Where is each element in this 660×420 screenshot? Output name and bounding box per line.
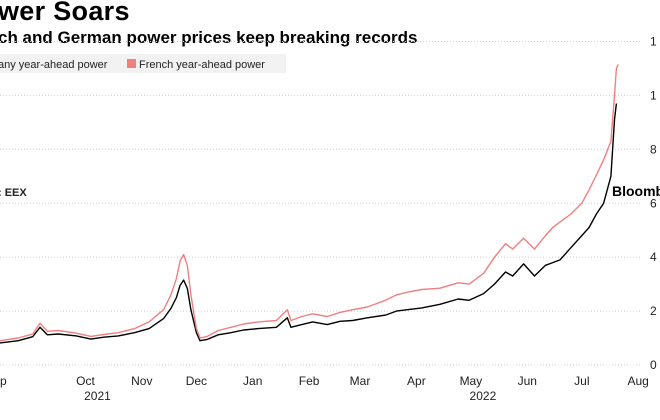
y-tick-label: 4 — [650, 250, 657, 264]
x-tick-label: p — [0, 374, 7, 388]
legend: any year-ahead power French year-ahead p… — [0, 54, 286, 73]
x-tick-label: Mar — [350, 374, 371, 388]
x-tick-label: Oct — [76, 374, 95, 388]
axis-tick-labels: 0 2 4 6 8 1 1 p Oct Nov Dec Jan Feb Mar Apr May Jun Jul Au… — [0, 35, 657, 403]
legend-label-german: any year-ahead power — [0, 59, 108, 71]
x-tick-label: Aug — [628, 374, 649, 388]
y-tick-label: 1 — [650, 35, 657, 49]
series-line-0 — [0, 103, 618, 344]
x-tick-label: Feb — [299, 374, 320, 388]
year-label: 2022 — [470, 389, 497, 403]
x-tick-label: May — [460, 374, 483, 388]
source-label: : EEX — [0, 187, 27, 199]
series-lines — [0, 64, 619, 344]
y-tick-label: 6 — [650, 196, 657, 210]
x-tick-label: Jun — [518, 374, 537, 388]
brand-logo-text: Bloomb — [612, 183, 660, 199]
x-tick-label: Apr — [407, 374, 426, 388]
y-tick-label: 8 — [650, 142, 657, 156]
chart-subtitle: ch and German power prices keep breaking… — [0, 28, 418, 47]
grid-lines — [0, 41, 640, 366]
y-tick-label: 1 — [650, 88, 657, 102]
y-tick-label: 0 — [650, 358, 657, 372]
x-tick-label: Jul — [574, 374, 589, 388]
legend-swatch-french — [127, 59, 136, 68]
chart-title: wer Soars — [0, 0, 130, 26]
year-label: 2021 — [84, 389, 111, 403]
y-tick-label: 2 — [650, 304, 657, 318]
series-line-1 — [0, 64, 619, 342]
x-tick-label: Jan — [243, 374, 262, 388]
legend-label-french: French year-ahead power — [139, 59, 265, 71]
legend-background — [0, 54, 286, 73]
x-tick-label: Dec — [186, 374, 207, 388]
x-tick-label: Nov — [131, 374, 152, 388]
